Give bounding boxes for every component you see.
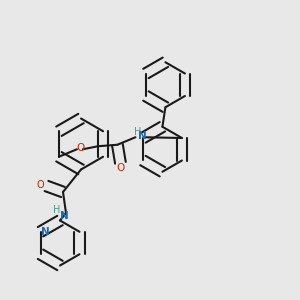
Text: O: O — [76, 143, 85, 153]
Text: O: O — [36, 179, 44, 190]
Text: H: H — [134, 127, 142, 137]
Text: O: O — [116, 163, 124, 173]
Text: H: H — [53, 205, 61, 215]
Text: N: N — [138, 131, 146, 141]
Text: N: N — [60, 211, 69, 221]
Text: N: N — [40, 227, 50, 237]
